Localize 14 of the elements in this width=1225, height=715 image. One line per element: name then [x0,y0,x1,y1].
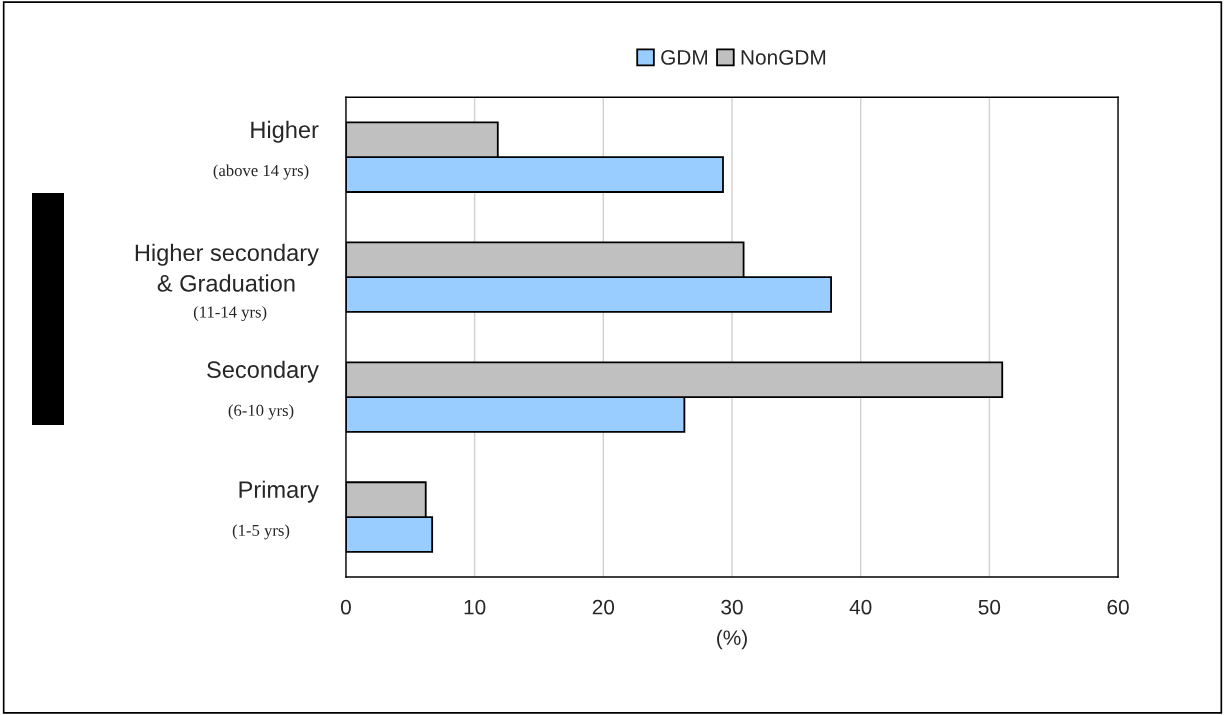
x-tick-label: 10 [464,599,486,615]
legend-label: NonGDM [741,50,826,65]
y-tick-label: Secondary (6-10 yrs) [207,360,319,420]
legend-label: GDM [661,50,708,65]
x-tick-label: 40 [849,599,872,615]
x-axis-title: (%) [717,629,747,650]
y-tick-label: Higher (above 14 yrs) [213,120,319,180]
x-tick-label: 30 [721,599,743,615]
x-tick-label: 50 [978,599,1001,615]
x-tick-label: 0 [340,599,351,615]
y-tick-label: Primary (1-5 yrs) [232,480,319,540]
y-tick-label: Higher secondary & Graduation (11-14 yrs) [135,243,319,322]
x-tick-label: 20 [592,599,615,615]
x-tick-label: 60 [1107,599,1129,615]
